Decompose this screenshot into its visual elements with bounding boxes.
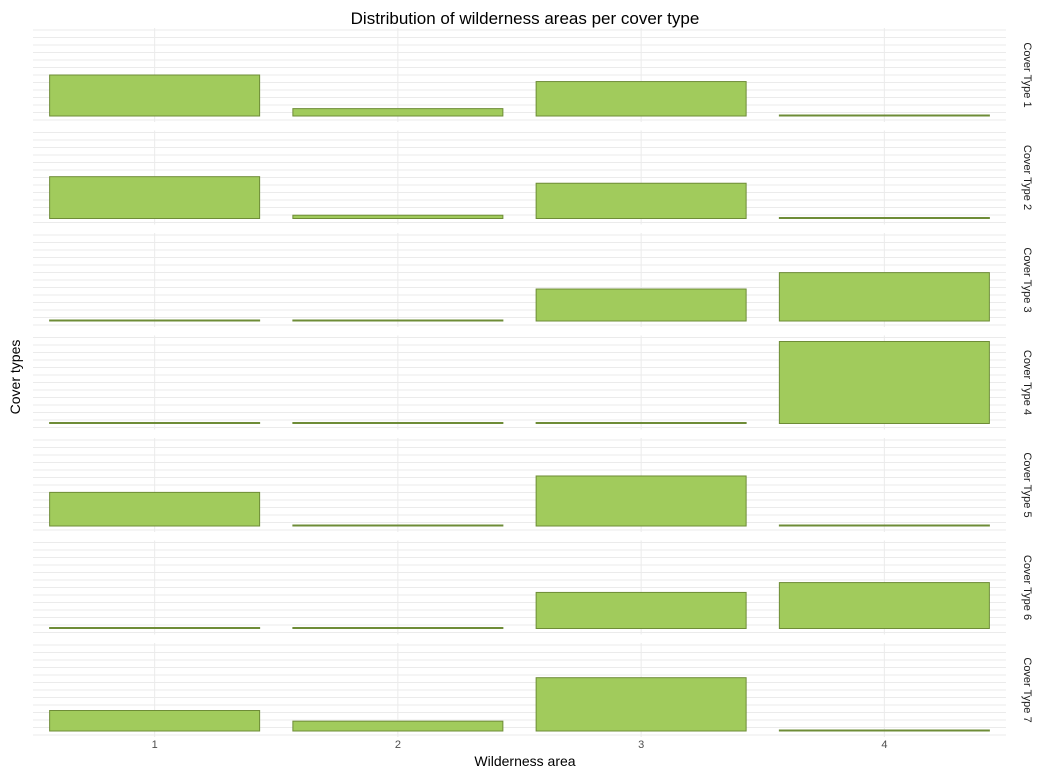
facet-panel: Cover Type 6 [33, 540, 1033, 635]
bar [292, 422, 504, 424]
facet-panel: Cover Type 1 [33, 28, 1033, 122]
facet-panel: Cover Type 3 [33, 233, 1033, 327]
bar [292, 524, 504, 527]
chart-title: Distribution of wilderness areas per cov… [351, 9, 700, 28]
facet-panels: Cover Type 1 Cover Type 2 Cover Type 3 Cove… [33, 28, 1033, 737]
bar [778, 582, 990, 630]
bar [535, 81, 747, 117]
facet-strip-label: Cover Type 2 [1021, 145, 1033, 210]
bar [292, 319, 504, 322]
bar [535, 591, 747, 629]
bar [292, 627, 504, 629]
bar [535, 288, 747, 322]
bar [778, 729, 990, 732]
facet-strip-label: Cover Type 1 [1021, 42, 1033, 107]
bar [778, 217, 990, 219]
bar [535, 677, 747, 732]
facet-strip-label: Cover Type 7 [1021, 657, 1033, 722]
bar [292, 720, 504, 732]
bar [778, 341, 990, 424]
facet-strip-label: Cover Type 4 [1021, 350, 1033, 415]
facet-panel: Cover Type 5 [33, 438, 1033, 532]
x-tick-label: 3 [638, 739, 644, 751]
facet-strip-label: Cover Type 6 [1021, 555, 1033, 620]
bar [778, 524, 990, 527]
bar [49, 319, 261, 322]
bar [49, 74, 261, 117]
x-tick-label: 4 [881, 739, 887, 751]
facet-panel: Cover Type 2 [33, 130, 1033, 225]
bar [49, 422, 261, 424]
bar [292, 108, 504, 117]
bar [49, 176, 261, 219]
bar [49, 710, 261, 732]
bar [778, 272, 990, 322]
bar [535, 182, 747, 220]
bar [535, 475, 747, 527]
bar [49, 491, 261, 527]
x-tick-label: 2 [395, 739, 401, 751]
x-axis-ticks: 1 2 3 4 [152, 739, 888, 751]
facet-panel: Cover Type 7 [33, 643, 1033, 737]
x-tick-label: 1 [152, 739, 158, 751]
facet-strip-label: Cover Type 3 [1021, 247, 1033, 312]
bar [49, 627, 261, 629]
facet-panel: Cover Type 4 [33, 335, 1033, 430]
y-axis-title: Cover types [7, 340, 23, 415]
facet-strip-label: Cover Type 5 [1021, 452, 1033, 517]
bar [778, 114, 990, 117]
bar [535, 422, 747, 424]
x-axis-title: Wilderness area [474, 753, 575, 769]
bar [292, 214, 504, 220]
